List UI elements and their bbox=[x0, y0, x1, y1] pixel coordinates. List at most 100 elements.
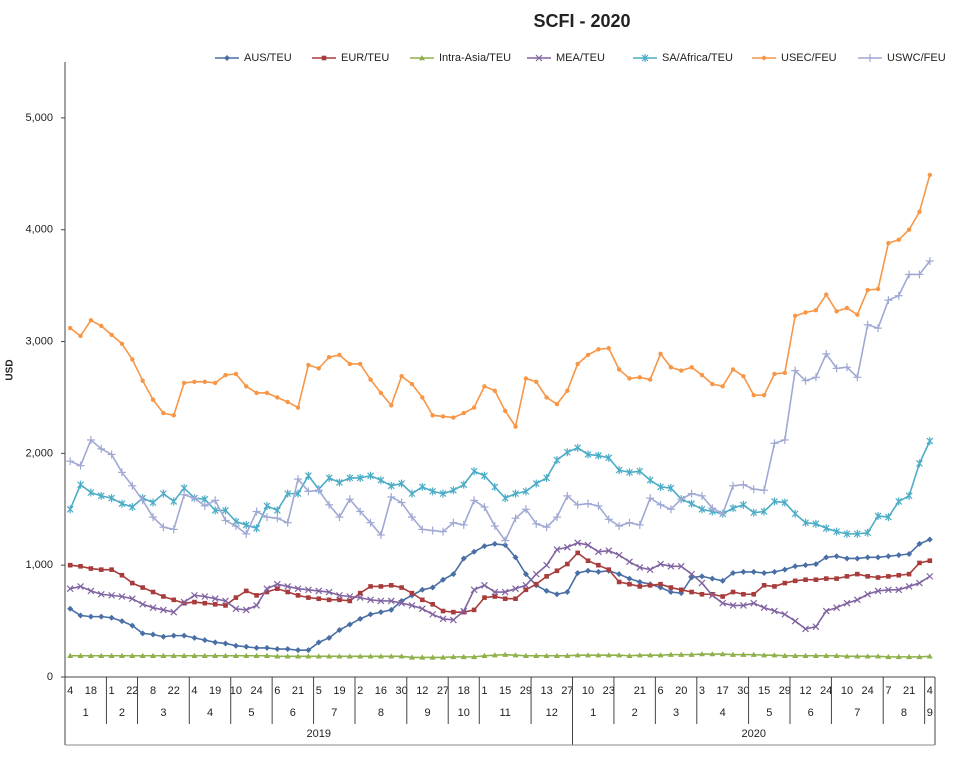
marker bbox=[834, 576, 839, 581]
marker-part bbox=[118, 652, 125, 658]
marker bbox=[532, 479, 540, 488]
marker-part bbox=[481, 652, 488, 658]
marker bbox=[181, 380, 187, 386]
y-tick-label: 0 bbox=[47, 671, 53, 683]
marker bbox=[926, 437, 934, 446]
marker bbox=[480, 503, 489, 512]
marker bbox=[252, 507, 261, 516]
marker-part bbox=[368, 584, 373, 589]
marker bbox=[926, 536, 933, 543]
marker bbox=[180, 484, 188, 493]
x-tick-label: 30 bbox=[395, 685, 407, 697]
marker-part bbox=[896, 572, 902, 578]
marker-part bbox=[502, 542, 509, 549]
marker bbox=[77, 612, 84, 619]
marker bbox=[180, 490, 189, 499]
marker bbox=[679, 368, 684, 373]
marker-part bbox=[781, 610, 789, 618]
y-tick-label: 2,000 bbox=[25, 447, 53, 459]
marker bbox=[212, 652, 219, 658]
marker bbox=[76, 461, 85, 470]
marker bbox=[658, 581, 663, 587]
marker-part bbox=[377, 609, 384, 616]
marker bbox=[429, 584, 436, 591]
marker bbox=[295, 647, 302, 654]
marker-part bbox=[637, 375, 643, 380]
marker bbox=[140, 378, 145, 383]
marker bbox=[584, 541, 592, 549]
marker-part bbox=[843, 599, 851, 607]
marker bbox=[159, 523, 168, 532]
marker-part bbox=[160, 633, 167, 640]
marker bbox=[834, 309, 839, 314]
marker bbox=[481, 471, 488, 480]
marker bbox=[159, 489, 167, 498]
marker bbox=[119, 341, 125, 346]
marker-part bbox=[388, 583, 394, 588]
marker-part bbox=[853, 596, 861, 604]
marker bbox=[366, 518, 375, 527]
marker-part bbox=[99, 323, 104, 329]
marker-part bbox=[254, 390, 259, 396]
marker-part bbox=[295, 653, 302, 659]
marker-part bbox=[275, 395, 280, 400]
marker-part bbox=[667, 589, 674, 596]
marker-part bbox=[646, 566, 654, 574]
marker bbox=[719, 577, 726, 584]
marker bbox=[698, 505, 706, 514]
marker bbox=[430, 413, 435, 418]
marker bbox=[770, 439, 779, 448]
marker-part bbox=[97, 590, 105, 598]
marker bbox=[326, 653, 333, 659]
marker bbox=[647, 377, 653, 382]
marker bbox=[781, 498, 789, 507]
marker bbox=[492, 388, 498, 393]
marker bbox=[615, 466, 623, 475]
marker bbox=[521, 505, 530, 514]
legend-label: EUR/TEU bbox=[341, 52, 389, 64]
marker-part bbox=[564, 652, 571, 658]
marker bbox=[760, 507, 768, 516]
marker bbox=[263, 585, 271, 593]
marker bbox=[751, 393, 756, 398]
marker bbox=[439, 489, 447, 498]
marker-part bbox=[306, 595, 311, 600]
marker-part bbox=[864, 590, 872, 598]
marker bbox=[128, 595, 136, 603]
marker-part bbox=[388, 653, 395, 659]
marker bbox=[699, 591, 705, 597]
marker-part bbox=[553, 591, 560, 598]
marker bbox=[388, 583, 394, 588]
marker bbox=[833, 553, 840, 560]
marker-part bbox=[761, 583, 767, 588]
marker-part bbox=[211, 595, 219, 603]
marker bbox=[886, 240, 891, 246]
marker-part bbox=[729, 602, 737, 609]
marker bbox=[771, 607, 778, 615]
marker-part bbox=[264, 589, 270, 595]
marker bbox=[242, 606, 250, 614]
marker-part bbox=[926, 572, 934, 580]
marker-part bbox=[677, 562, 685, 570]
marker bbox=[699, 372, 705, 378]
marker-part bbox=[730, 651, 737, 657]
marker bbox=[254, 593, 259, 598]
marker-part bbox=[771, 652, 778, 658]
marker bbox=[894, 291, 903, 300]
marker-part bbox=[77, 652, 84, 658]
marker bbox=[232, 605, 240, 613]
marker-part bbox=[192, 599, 197, 605]
marker-part bbox=[315, 653, 322, 659]
marker bbox=[719, 599, 727, 607]
marker-part bbox=[739, 602, 747, 609]
marker bbox=[335, 513, 344, 522]
marker bbox=[855, 312, 860, 317]
marker-part bbox=[356, 594, 364, 602]
marker-part bbox=[242, 606, 250, 614]
marker bbox=[801, 376, 810, 385]
marker-part bbox=[264, 390, 270, 396]
marker-part bbox=[482, 595, 487, 600]
marker bbox=[108, 591, 116, 599]
marker bbox=[460, 555, 467, 562]
x-tick-label: 15 bbox=[499, 685, 511, 697]
